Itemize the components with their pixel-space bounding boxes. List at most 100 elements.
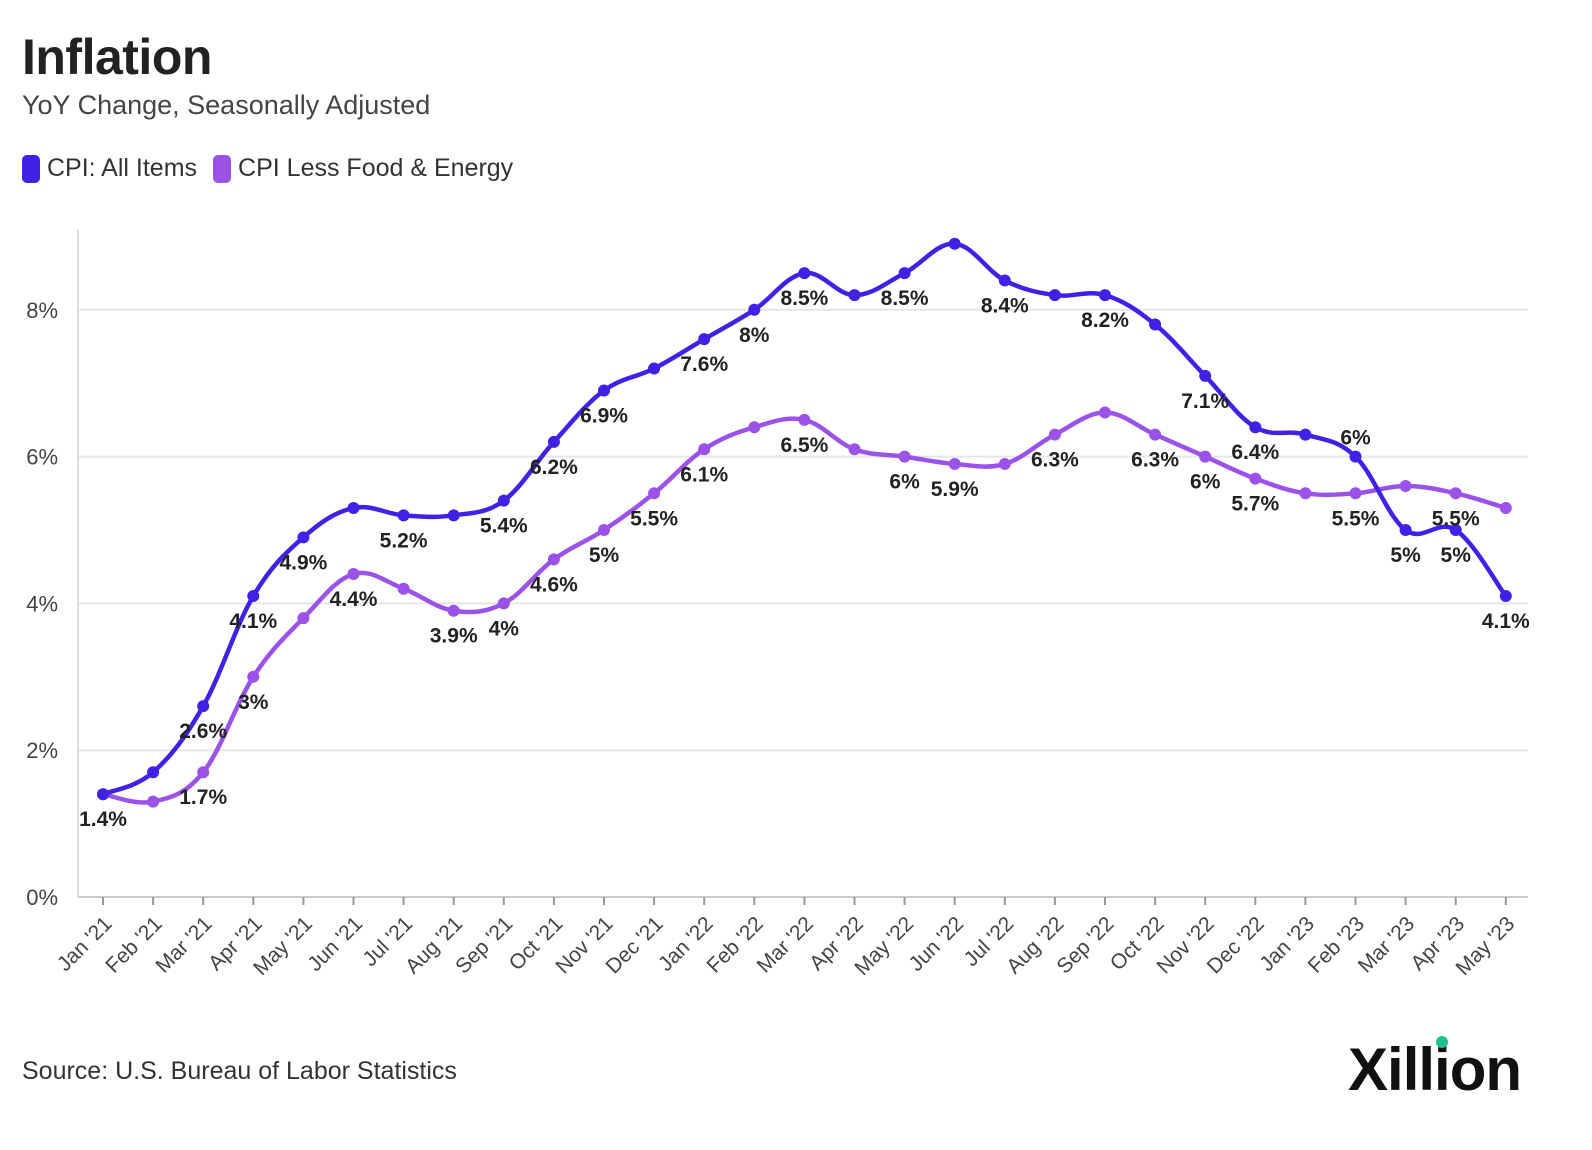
series-line-cpi-core[interactable] xyxy=(100,410,1509,805)
point-cpi-core[interactable] xyxy=(447,604,460,617)
legend-swatch-cpi-all xyxy=(22,154,40,183)
point-cpi-all[interactable] xyxy=(848,289,861,302)
y-axis: 0% 2% 4% 6% 8% xyxy=(26,298,58,910)
x-tick-label: Sep '21 xyxy=(451,912,517,978)
legend-item-cpi-core[interactable]: CPI Less Food & Energy xyxy=(213,154,513,183)
data-label: 8.2% xyxy=(1081,309,1129,332)
data-label: 4.1% xyxy=(1482,610,1530,633)
point-cpi-core[interactable] xyxy=(748,421,761,434)
point-cpi-core[interactable] xyxy=(798,413,811,426)
point-cpi-all[interactable] xyxy=(197,700,210,713)
data-label: 5.2% xyxy=(380,529,428,552)
point-cpi-all[interactable] xyxy=(1499,590,1512,603)
point-cpi-all[interactable] xyxy=(948,237,961,250)
point-cpi-all[interactable] xyxy=(898,267,911,280)
data-label: 6% xyxy=(1340,427,1371,450)
point-cpi-all[interactable] xyxy=(1449,524,1462,536)
data-label: 5.9% xyxy=(931,478,979,501)
point-cpi-core[interactable] xyxy=(1249,472,1262,485)
x-tick-label: Dec '21 xyxy=(601,912,667,978)
chart-title: Inflation xyxy=(22,29,212,85)
legend-item-cpi-all[interactable]: CPI: All Items xyxy=(22,154,197,183)
data-label: 1.7% xyxy=(179,786,227,809)
point-cpi-all[interactable] xyxy=(97,788,109,801)
point-cpi-all[interactable] xyxy=(497,494,510,507)
point-cpi-core[interactable] xyxy=(397,582,410,595)
svg-text:Xillion: Xillion xyxy=(1348,1036,1521,1103)
data-label: 8.5% xyxy=(780,287,828,310)
point-cpi-core[interactable] xyxy=(1048,428,1061,441)
point-cpi-core[interactable] xyxy=(197,766,210,779)
data-label: 8% xyxy=(739,324,770,347)
point-cpi-all[interactable] xyxy=(297,531,310,544)
point-cpi-all[interactable] xyxy=(147,766,160,779)
point-cpi-core[interactable] xyxy=(1099,406,1111,419)
point-cpi-core[interactable] xyxy=(1199,450,1212,463)
point-cpi-core[interactable] xyxy=(998,457,1011,470)
point-cpi-core[interactable] xyxy=(1399,479,1412,492)
point-cpi-all[interactable] xyxy=(1048,289,1061,302)
data-label: 1.4% xyxy=(79,808,127,831)
point-cpi-all[interactable] xyxy=(1249,421,1262,434)
point-cpi-all[interactable] xyxy=(447,509,460,522)
point-cpi-all[interactable] xyxy=(1299,428,1312,441)
data-labels: 1.4% 1.7% 2.6% 3% 4.1% 4.9%4.4% 5.2% 3.9% 4% 5.4%… xyxy=(79,287,1530,831)
data-label: 5.4% xyxy=(480,515,528,538)
data-label: 6.3% xyxy=(1031,449,1079,472)
data-label: 6.5% xyxy=(780,434,828,457)
point-cpi-core[interactable] xyxy=(497,597,510,610)
point-cpi-all[interactable] xyxy=(247,590,260,603)
point-cpi-all[interactable] xyxy=(397,509,410,522)
legend-label-cpi-core: CPI Less Food & Energy xyxy=(238,154,514,182)
point-cpi-core[interactable] xyxy=(297,612,310,625)
legend: CPI: All Items CPI Less Food & Energy xyxy=(22,154,529,183)
point-cpi-all[interactable] xyxy=(1349,450,1362,463)
data-label: 6.2% xyxy=(530,456,578,479)
point-cpi-core[interactable] xyxy=(598,524,610,536)
series-line-cpi-all[interactable] xyxy=(100,241,1509,797)
point-cpi-all[interactable] xyxy=(1149,318,1162,331)
point-cpi-all[interactable] xyxy=(698,333,711,346)
series-points xyxy=(97,237,1512,808)
point-cpi-all[interactable] xyxy=(547,435,560,448)
point-cpi-core[interactable] xyxy=(848,443,861,456)
series-lines xyxy=(100,241,1509,805)
data-label: 6.4% xyxy=(1231,441,1279,464)
point-cpi-all[interactable] xyxy=(648,362,661,375)
data-label: 5.7% xyxy=(1231,493,1279,516)
x-tick-label: Mar '23 xyxy=(1354,912,1419,977)
point-cpi-core[interactable] xyxy=(1499,501,1512,514)
point-cpi-all[interactable] xyxy=(1399,524,1412,536)
point-cpi-core[interactable] xyxy=(147,795,160,808)
point-cpi-core[interactable] xyxy=(698,443,711,456)
logo-dot-icon xyxy=(1436,1036,1448,1048)
point-cpi-core[interactable] xyxy=(1149,428,1162,441)
y-tick-label: 0% xyxy=(26,885,58,910)
point-cpi-core[interactable] xyxy=(247,670,260,683)
point-cpi-core[interactable] xyxy=(347,568,360,581)
point-cpi-all[interactable] xyxy=(748,303,761,316)
point-cpi-all[interactable] xyxy=(798,267,811,280)
point-cpi-all[interactable] xyxy=(998,274,1011,287)
point-cpi-core[interactable] xyxy=(1299,487,1312,500)
point-cpi-core[interactable] xyxy=(898,450,911,463)
legend-swatch-cpi-core xyxy=(213,154,232,183)
data-label: 4% xyxy=(489,617,520,640)
point-cpi-all[interactable] xyxy=(347,501,360,514)
data-label: 8.4% xyxy=(981,294,1029,317)
point-cpi-all[interactable] xyxy=(1199,369,1212,382)
point-cpi-all[interactable] xyxy=(598,384,610,397)
data-label: 5% xyxy=(1390,544,1421,567)
source-note: Source: U.S. Bureau of Labor Statistics xyxy=(22,1057,457,1085)
point-cpi-all[interactable] xyxy=(1099,289,1111,302)
point-cpi-core[interactable] xyxy=(547,553,560,566)
data-label: 5.5% xyxy=(1332,507,1380,530)
legend-label-cpi-all: CPI: All Items xyxy=(47,154,198,182)
point-cpi-core[interactable] xyxy=(948,457,961,470)
point-cpi-core[interactable] xyxy=(1449,487,1462,500)
x-tick-label: Sep '22 xyxy=(1052,912,1118,978)
point-cpi-core[interactable] xyxy=(648,487,661,500)
point-cpi-core[interactable] xyxy=(1349,487,1362,500)
data-label: 8.5% xyxy=(881,287,929,310)
